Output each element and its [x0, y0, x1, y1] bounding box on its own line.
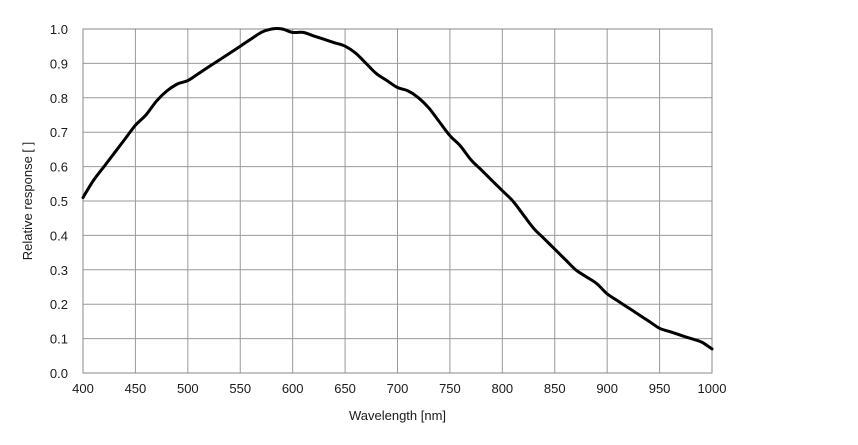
- x-axis-ticks: 400 450 500 550 600 650 700 750 800 850 900 950 1000: [72, 381, 726, 396]
- y-axis-ticks: 0.0 0.1 0.2 0.3 0.4 0.5 0.6 0.7 0.8 0.9 1.0: [50, 22, 68, 381]
- grid: [82, 28, 713, 374]
- x-tick-label: 450: [125, 381, 147, 396]
- y-tick-label: 0.8: [50, 91, 68, 106]
- plot-frame: [82, 28, 713, 374]
- y-tick-label: 0.9: [50, 56, 68, 71]
- y-tick-label: 0.1: [50, 332, 68, 347]
- x-tick-label: 400: [72, 381, 94, 396]
- y-tick-label: 0.6: [50, 160, 68, 175]
- x-axis-label: Wavelength [nm]: [349, 408, 446, 423]
- x-tick-label: 1000: [698, 381, 727, 396]
- response-curve: [81, 27, 714, 351]
- x-tick-label: 500: [177, 381, 199, 396]
- x-tick-label: 850: [544, 381, 566, 396]
- x-tick-label: 700: [387, 381, 409, 396]
- y-tick-label: 0.2: [50, 297, 68, 312]
- x-tick-label: 650: [334, 381, 356, 396]
- x-tick-label: 600: [282, 381, 304, 396]
- x-tick-label: 950: [649, 381, 671, 396]
- x-tick-label: 550: [229, 381, 251, 396]
- y-axis-label: Relative response [ ]: [20, 142, 35, 261]
- y-tick-label: 0.5: [50, 194, 68, 209]
- y-tick-label: 0.3: [50, 263, 68, 278]
- y-tick-label: 0.4: [50, 228, 68, 243]
- y-tick-label: 0.7: [50, 125, 68, 140]
- y-tick-label: 1.0: [50, 22, 68, 37]
- x-tick-label: 900: [596, 381, 618, 396]
- y-tick-label: 0.0: [50, 366, 68, 381]
- x-tick-label: 800: [491, 381, 513, 396]
- x-tick-label: 750: [439, 381, 461, 396]
